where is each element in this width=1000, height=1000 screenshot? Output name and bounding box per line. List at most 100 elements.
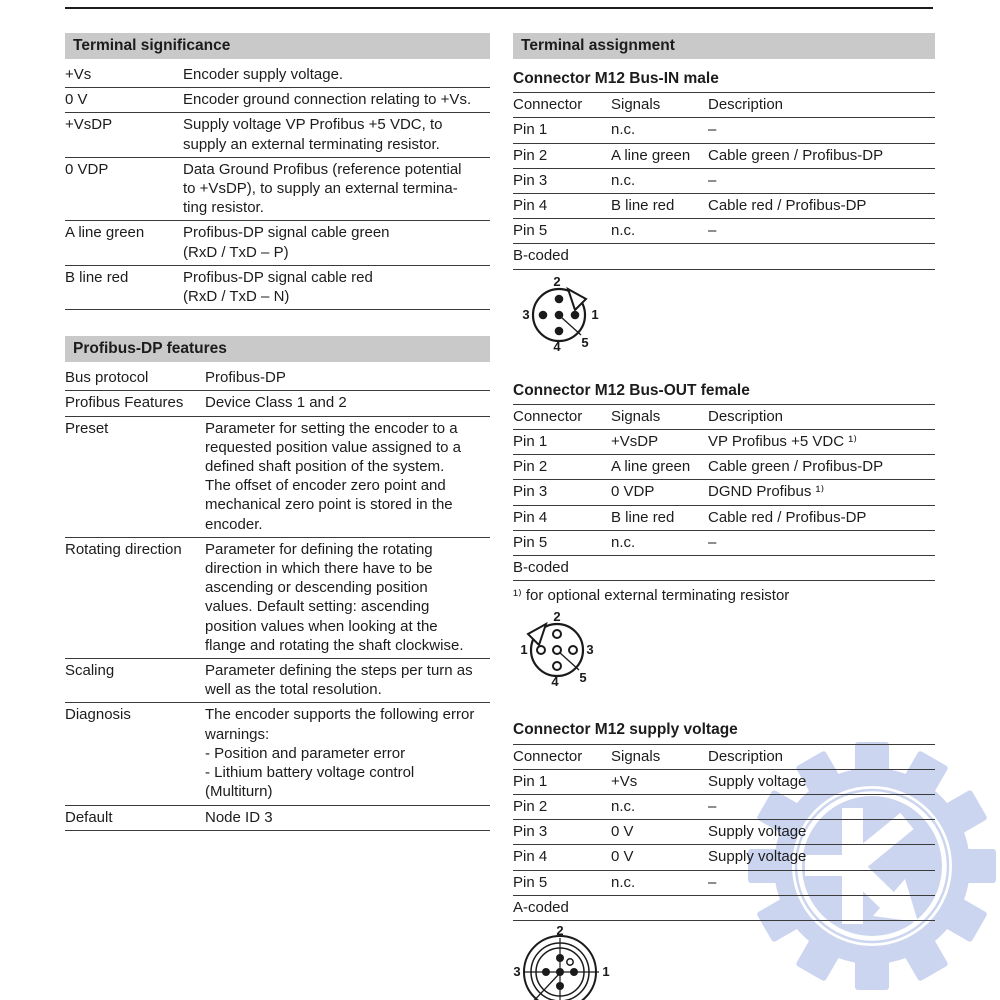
feature-label: Scaling	[65, 662, 115, 680]
table-row: Default Node ID 3	[65, 806, 490, 831]
table-row: 0 V Encoder ground connection relating t…	[65, 88, 490, 114]
feature-label: Bus protocol	[65, 369, 149, 387]
term-description: Encoder supply voltage.	[183, 66, 344, 83]
signal-cell: n.c.	[611, 121, 636, 139]
pin-cell: Pin 2	[513, 798, 548, 816]
table-row: Pin 3 0 V Supply voltage	[513, 820, 935, 846]
table-row: Preset Parameter for setting the encoder…	[65, 417, 490, 538]
column-header: Description	[708, 407, 784, 425]
terminal-significance-title-bar: Terminal significance	[65, 33, 490, 59]
table-row: Pin 5 n.c. –	[513, 531, 935, 557]
term-description: Profibus-DP signal cable green (RxD / Tx…	[183, 224, 390, 261]
column-header-row: Connector Signals Description	[513, 93, 935, 119]
description-cell: –	[708, 533, 717, 551]
table-row: Pin 5 n.c. –	[513, 219, 935, 245]
profibus-features-block: Profibus-DP features Bus protocol Profib…	[65, 336, 490, 831]
description-cell: Cable red / Profibus-DP	[708, 508, 867, 526]
supply-voltage-section: Connector M12 supply voltage Connector S…	[513, 718, 935, 1000]
feature-label: Rotating direction	[65, 540, 182, 558]
footnote: ¹⁾ for optional external terminating res…	[513, 587, 790, 605]
term-description: Data Ground Profibus (reference potentia…	[183, 160, 462, 217]
term-label: 0 VDP	[65, 160, 109, 178]
description-cell: –	[708, 798, 717, 816]
pin-label-center: 5	[579, 670, 586, 685]
table-row: Pin 1 n.c. –	[513, 118, 935, 144]
pin-label-left: 3	[513, 964, 520, 979]
signal-cell: 0 VDP	[611, 483, 655, 501]
column-header-row: Connector Signals Description	[513, 745, 935, 770]
signal-cell: B line red	[611, 508, 675, 526]
pin-cell: Pin 2	[513, 146, 548, 164]
description-cell: Supply voltage	[708, 823, 807, 841]
table-row: A line green Profibus-DP signal cable gr…	[65, 221, 490, 266]
pin-cell: Pin 1	[513, 433, 548, 451]
profibus-features-table: Bus protocol Profibus-DP Profibus Featur…	[65, 366, 490, 831]
table-row: 0 VDP Data Ground Profibus (reference po…	[65, 158, 490, 222]
term-description: Encoder ground connection relating to +V…	[183, 91, 472, 109]
column-header: Signals	[611, 407, 661, 425]
column-header: Connector	[513, 407, 583, 425]
pin-cell: Pin 3	[513, 823, 548, 841]
signal-cell: n.c.	[611, 222, 636, 240]
table-row: Pin 2 A line green Cable green / Profibu…	[513, 455, 935, 481]
feature-label: Profibus Features	[65, 394, 184, 412]
pin-label-top: 2	[553, 274, 560, 289]
gear-k-logo-watermark	[748, 742, 996, 990]
m12-supply-a-coded-diagram: 2 3 1 4 5	[513, 923, 935, 1000]
bus-out-section: Connector M12 Bus-OUT female Connector S…	[513, 379, 935, 693]
feature-label: Default	[65, 808, 113, 826]
signal-cell: n.c.	[611, 873, 636, 891]
term-label: 0 V	[65, 91, 88, 109]
table-row: Pin 4 B line red Cable red / Profibus-DP	[513, 506, 935, 531]
signal-cell: 0 V	[611, 823, 634, 841]
feature-description: Parameter defining the steps per turn as…	[205, 662, 473, 699]
signal-cell: 0 V	[611, 848, 634, 866]
feature-description: Profibus-DP	[205, 369, 286, 387]
signal-cell: n.c.	[611, 798, 636, 816]
signal-cell: +Vs	[611, 772, 638, 790]
table-row: Scaling Parameter defining the steps per…	[65, 659, 490, 704]
pin-label-right: 3	[586, 642, 593, 657]
terminal-assignment-title-bar: Terminal assignment	[513, 33, 935, 59]
connector-heading: Connector M12 supply voltage	[513, 718, 935, 745]
terminal-significance-table: +Vs Encoder supply voltage. 0 V Encoder …	[65, 63, 490, 311]
pin-cell: Pin 4	[513, 197, 548, 215]
m12-bus-in-male-diagram: 2 3 1 4 5	[513, 273, 935, 359]
term-label: B line red	[65, 268, 129, 286]
signal-cell: A line green	[611, 458, 691, 476]
profibus-features-title-bar: Profibus-DP features	[65, 336, 490, 363]
table-row: Rotating direction Parameter for definin…	[65, 538, 490, 660]
table-row: +Vs Encoder supply voltage.	[65, 63, 490, 89]
description-cell: Cable green / Profibus-DP	[708, 458, 884, 476]
column-header: Description	[708, 96, 784, 114]
table-row: Pin 3 0 VDP DGND Profibus ¹⁾	[513, 480, 935, 506]
pin-cell: Pin 3	[513, 171, 548, 189]
description-cell: Supply voltage	[708, 848, 807, 866]
connector-heading: Connector M12 Bus-IN male	[513, 67, 935, 94]
table-row: Diagnosis The encoder supports the follo…	[65, 703, 490, 806]
table-row: Bus protocol Profibus-DP	[65, 366, 490, 392]
column-header: Description	[708, 747, 784, 765]
pin-label-top: 2	[556, 924, 563, 938]
feature-label: Preset	[65, 419, 109, 437]
page-top-rule	[65, 7, 933, 9]
table-row: B line red Profibus-DP signal cable red …	[65, 266, 490, 311]
pin-cell: Pin 1	[513, 121, 548, 139]
description-cell: Cable red / Profibus-DP	[708, 197, 867, 215]
table-row: Pin 2 n.c. –	[513, 795, 935, 821]
pin-label-top: 2	[553, 609, 560, 624]
pin-cell: Pin 5	[513, 533, 548, 551]
pin-label-left: 3	[522, 307, 529, 322]
feature-label: Diagnosis	[65, 706, 131, 724]
column-header-row: Connector Signals Description	[513, 405, 935, 431]
pin-label-center: 5	[581, 335, 588, 350]
connector-heading: Connector M12 Bus-OUT female	[513, 379, 935, 405]
column-header: Signals	[611, 747, 661, 765]
feature-description: The encoder supports the following error…	[205, 706, 475, 801]
signal-cell: n.c.	[611, 171, 636, 189]
description-cell: –	[708, 873, 717, 891]
bus-in-section: Connector M12 Bus-IN male Connector Sign…	[513, 67, 935, 359]
description-cell: –	[708, 222, 717, 240]
signal-cell: B line red	[611, 197, 675, 215]
